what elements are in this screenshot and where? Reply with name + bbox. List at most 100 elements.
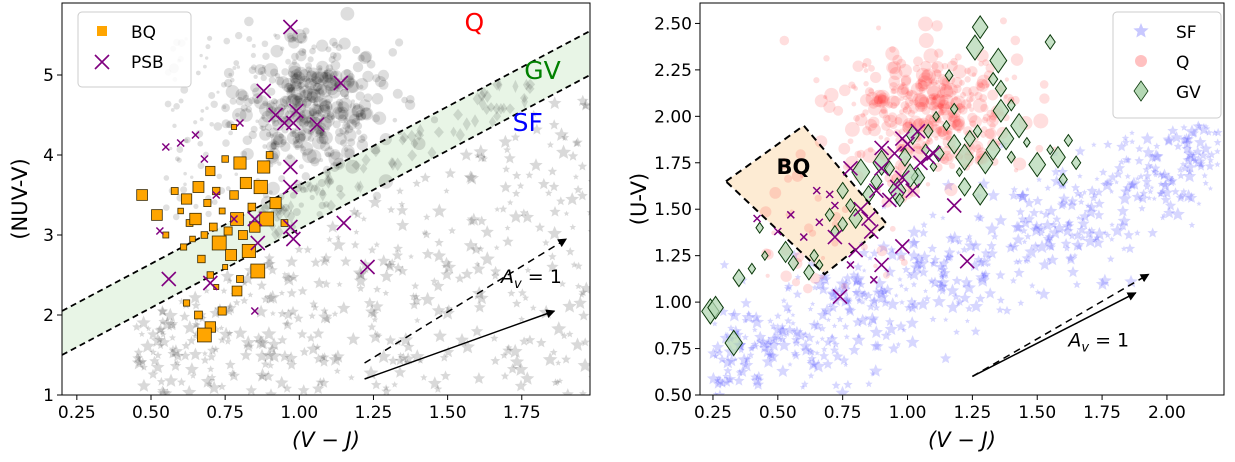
bg-point xyxy=(153,351,163,359)
sf-point xyxy=(807,372,815,379)
bg-point xyxy=(253,95,269,110)
bg-point xyxy=(381,386,392,395)
bg-point xyxy=(240,271,255,285)
gv-point xyxy=(965,34,985,61)
q-point xyxy=(946,130,952,135)
sf-point xyxy=(785,307,793,314)
bg-point xyxy=(340,6,355,21)
psb-point xyxy=(256,83,272,99)
q-point xyxy=(968,115,982,129)
bg-point xyxy=(344,129,350,135)
sf-point xyxy=(1164,199,1177,211)
bg-point xyxy=(191,320,200,329)
bg-point xyxy=(250,125,258,133)
sf-point xyxy=(969,239,982,251)
bg-point xyxy=(168,334,177,341)
q-point xyxy=(1004,77,1009,82)
sf-point xyxy=(1075,242,1084,251)
bg-point xyxy=(298,164,304,170)
bg-point xyxy=(235,88,248,101)
sf-point xyxy=(938,286,947,295)
sf-point xyxy=(838,354,850,365)
bg-point xyxy=(159,329,166,335)
bg-point xyxy=(217,382,227,391)
sf-point xyxy=(1127,180,1137,190)
bg-point xyxy=(303,120,310,126)
bg-point xyxy=(354,181,362,193)
q-point xyxy=(971,72,977,77)
bg-point xyxy=(388,48,398,57)
bg-point xyxy=(169,321,178,329)
sf-point xyxy=(897,276,903,282)
gv-point xyxy=(989,47,1008,74)
bg-point xyxy=(254,64,266,76)
bg-point xyxy=(278,289,285,296)
q-point xyxy=(941,156,946,162)
bg-point xyxy=(303,245,313,254)
bg-point xyxy=(317,178,327,188)
q-point xyxy=(864,87,875,97)
bq-point xyxy=(197,327,212,343)
bg-point xyxy=(298,109,313,124)
bg-point xyxy=(319,130,326,137)
bg-point xyxy=(317,122,327,132)
q-point xyxy=(931,92,939,101)
q-point xyxy=(890,102,898,110)
bg-point xyxy=(145,325,152,332)
psb-point xyxy=(874,257,890,273)
q-point xyxy=(914,94,930,110)
q-point xyxy=(791,170,804,182)
bg-point xyxy=(421,247,434,260)
q-point xyxy=(946,130,953,137)
bg-point xyxy=(191,300,201,310)
sf-point xyxy=(791,334,802,345)
bg-point xyxy=(296,328,308,339)
q-point xyxy=(925,114,933,121)
bg-point xyxy=(219,326,234,341)
sf-point xyxy=(721,355,735,369)
sf-point xyxy=(964,318,970,324)
sf-point xyxy=(1065,253,1077,265)
q-point xyxy=(880,106,888,115)
sf-point xyxy=(1186,168,1194,175)
sf-point xyxy=(1153,142,1161,150)
bg-point xyxy=(228,130,233,136)
sf-point xyxy=(1012,221,1025,233)
q-point xyxy=(950,57,958,66)
bg-point xyxy=(529,109,538,118)
bg-point xyxy=(440,267,454,281)
sf-point xyxy=(909,299,921,310)
sf-point xyxy=(829,334,835,339)
bg-point xyxy=(480,225,494,238)
bg-point xyxy=(188,290,203,304)
sf-point xyxy=(1061,220,1075,232)
sf-point xyxy=(860,289,870,298)
sf-point xyxy=(1159,171,1168,180)
q-point xyxy=(966,66,978,77)
sf-point xyxy=(1064,219,1073,227)
sf-point xyxy=(1185,124,1199,138)
bq-point xyxy=(206,271,214,279)
sf-point xyxy=(901,327,907,333)
bg-point xyxy=(223,37,231,45)
q-point xyxy=(898,63,912,78)
bg-point xyxy=(320,306,329,315)
q-point xyxy=(966,96,974,103)
sf-point xyxy=(1180,187,1188,195)
psb-point xyxy=(161,142,170,152)
bg-point xyxy=(310,71,317,78)
sf-point xyxy=(980,247,991,258)
bg-point xyxy=(258,116,270,128)
bg-point xyxy=(323,175,334,189)
sf-point xyxy=(1117,214,1131,227)
bg-point xyxy=(514,379,528,392)
sf-point xyxy=(1197,150,1209,160)
sf-point xyxy=(754,330,767,343)
y-tick-label: 5 xyxy=(43,66,54,86)
bg-point xyxy=(157,386,171,395)
bg-point xyxy=(245,384,258,395)
sf-point xyxy=(1207,156,1214,164)
bg-point xyxy=(373,285,382,293)
psb-point xyxy=(912,155,929,171)
sf-point xyxy=(978,255,991,268)
